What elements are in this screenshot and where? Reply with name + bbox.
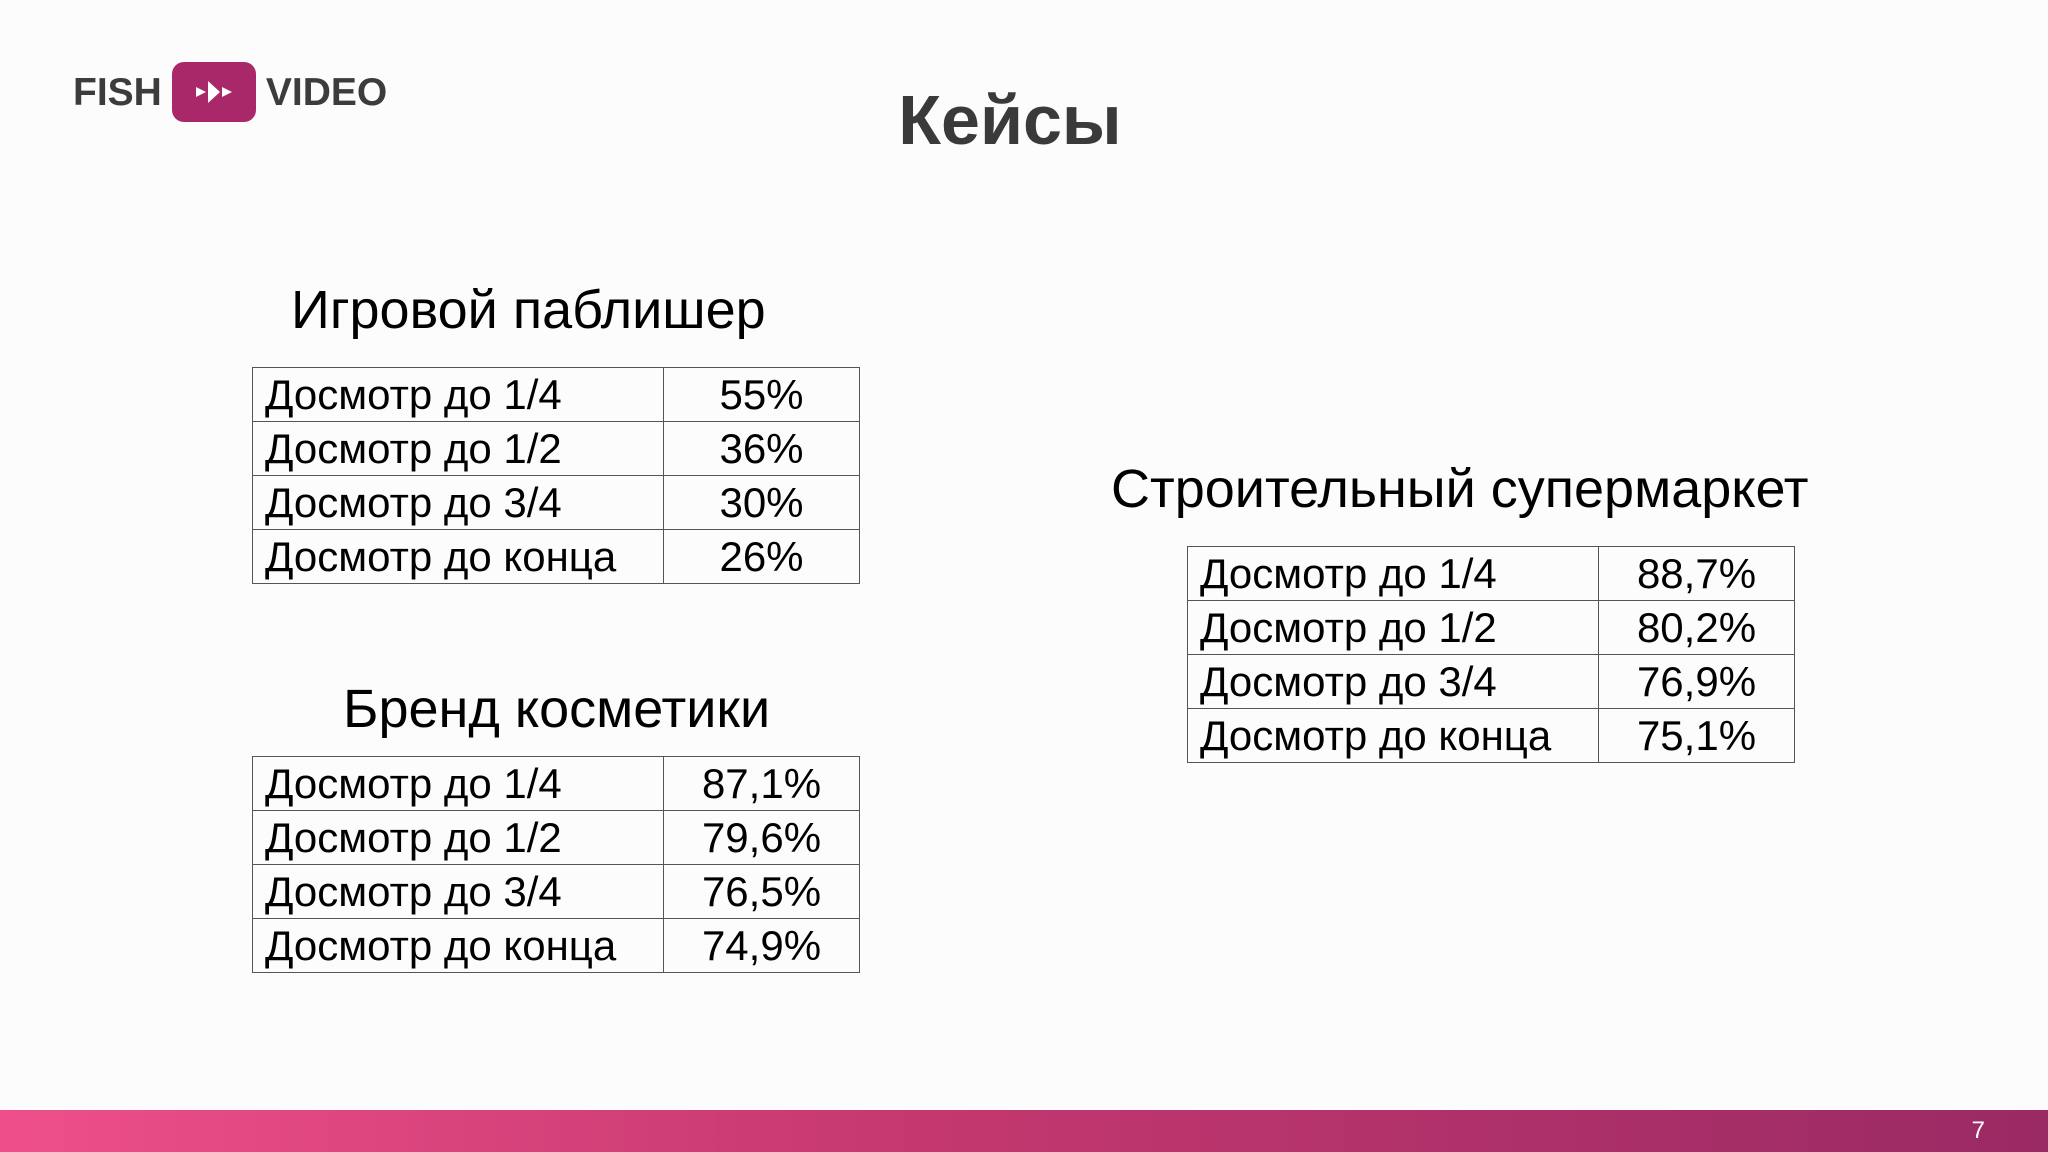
metric-label: Досмотр до 3/4 [252, 475, 664, 530]
metric-label: Досмотр до 1/2 [252, 421, 664, 476]
case-table-cosmetics-brand: Досмотр до 1/4 87,1% Досмотр до 1/2 79,6… [252, 756, 860, 973]
case-title-gaming-publisher: Игровой паблишер [291, 280, 766, 340]
metric-value: 76,9% [1598, 654, 1795, 709]
metric-label: Досмотр до 1/4 [252, 756, 664, 811]
table-row: Досмотр до 1/2 80,2% [1187, 600, 1795, 655]
metric-value: 74,9% [663, 918, 860, 973]
metric-value: 26% [663, 529, 860, 584]
metric-label: Досмотр до конца [252, 918, 664, 973]
table-row: Досмотр до конца 74,9% [252, 918, 860, 973]
table-row: Досмотр до 3/4 76,9% [1187, 654, 1795, 709]
metric-label: Досмотр до 1/4 [252, 367, 664, 422]
footer-accent-bar [0, 1110, 2048, 1152]
table-row: Досмотр до конца 26% [252, 529, 860, 584]
logo-text-fish: FISH [73, 70, 162, 114]
metric-label: Досмотр до конца [1187, 708, 1599, 763]
table-row: Досмотр до 1/4 87,1% [252, 756, 860, 811]
metric-label: Досмотр до конца [252, 529, 664, 584]
case-title-building-supermarket: Строительный супермаркет [1111, 459, 1809, 519]
metric-value: 36% [663, 421, 860, 476]
metric-label: Досмотр до 1/2 [1187, 600, 1599, 655]
logo-badge [171, 62, 256, 122]
metric-value: 30% [663, 475, 860, 530]
metric-value: 55% [663, 367, 860, 422]
table-row: Досмотр до 1/4 55% [252, 367, 860, 422]
metric-label: Досмотр до 3/4 [252, 864, 664, 919]
logo-text-video: VIDEO [265, 70, 388, 114]
logo: FISH VIDEO [73, 62, 387, 122]
table-row: Досмотр до 3/4 30% [252, 475, 860, 530]
table-row: Досмотр до 1/2 79,6% [252, 810, 860, 865]
metric-value: 80,2% [1598, 600, 1795, 655]
table-row: Досмотр до 1/2 36% [252, 421, 860, 476]
page-title: Кейсы [898, 81, 1122, 159]
metric-value: 76,5% [663, 864, 860, 919]
play-arrows-icon [195, 81, 232, 103]
metric-label: Досмотр до 1/4 [1187, 546, 1599, 601]
case-table-gaming-publisher: Досмотр до 1/4 55% Досмотр до 1/2 36% До… [252, 367, 860, 584]
table-row: Досмотр до 3/4 76,5% [252, 864, 860, 919]
case-table-building-supermarket: Досмотр до 1/4 88,7% Досмотр до 1/2 80,2… [1187, 546, 1795, 763]
page-number: 7 [1971, 1117, 1985, 1144]
metric-label: Досмотр до 1/2 [252, 810, 664, 865]
case-title-cosmetics-brand: Бренд косметики [343, 679, 771, 739]
metric-label: Досмотр до 3/4 [1187, 654, 1599, 709]
metric-value: 87,1% [663, 756, 860, 811]
metric-value: 79,6% [663, 810, 860, 865]
table-row: Досмотр до конца 75,1% [1187, 708, 1795, 763]
metric-value: 75,1% [1598, 708, 1795, 763]
metric-value: 88,7% [1598, 546, 1795, 601]
table-row: Досмотр до 1/4 88,7% [1187, 546, 1795, 601]
